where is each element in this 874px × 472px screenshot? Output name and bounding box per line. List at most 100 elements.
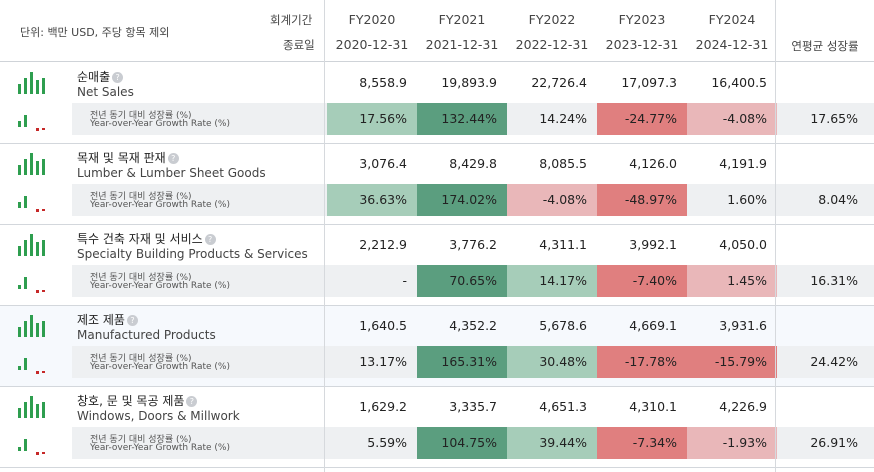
- row-divider: [0, 143, 874, 144]
- bar-chart-icon[interactable]: [18, 315, 50, 337]
- growth-label-kr: 전년 동기 대비 성장률 (%): [90, 354, 192, 364]
- value-cell: 22,726.4: [531, 75, 587, 90]
- segment-name-en: Specialty Building Products & Services: [77, 247, 308, 261]
- growth-chart-icon[interactable]: [18, 194, 50, 212]
- fiscal-period-label: 회계기간: [270, 13, 313, 27]
- row-divider: [0, 386, 874, 387]
- value-cell: 8,558.9: [359, 75, 407, 90]
- value-cell: 19,893.9: [441, 75, 497, 90]
- segment-name-kr-text: 창호, 문 및 목공 제품: [77, 394, 185, 408]
- segment-name-en: Lumber & Lumber Sheet Goods: [77, 166, 266, 180]
- growth-cell: -17.78%: [597, 346, 687, 378]
- value-cell: 5,678.6: [539, 318, 587, 333]
- growth-cell: 14.17%: [507, 265, 597, 297]
- growth-cell: 1.60%: [727, 192, 767, 207]
- value-cell: 4,126.0: [629, 156, 677, 171]
- help-icon[interactable]: ?: [167, 153, 179, 164]
- segment-name-kr-text: 목재 및 목재 판재: [77, 151, 166, 165]
- segment-section-net-sales: 순매출? Net Sales 8,558.9 19,893.9 22,726.4 17,0…: [0, 63, 874, 144]
- growth-cell: -7.40%: [597, 265, 687, 297]
- bar-chart-icon[interactable]: [18, 396, 50, 418]
- end-date-label: 종료일: [283, 38, 315, 52]
- value-cell: 2,212.9: [359, 237, 407, 252]
- row-divider: [0, 224, 874, 225]
- growth-cell: 70.65%: [417, 265, 507, 297]
- segment-section-lumber-lumber-sheet-goods: 목재 및 목재 판재? Lumber & Lumber Sheet Goods 3,…: [0, 144, 874, 225]
- year-header: FY2020: [348, 12, 396, 27]
- growth-chart-icon[interactable]: [18, 275, 50, 293]
- growth-label-en: Year-over-Year Growth Rate (%): [90, 200, 230, 210]
- end-date-header: 2021-12-31: [425, 37, 499, 52]
- growth-cell: -7.34%: [597, 427, 687, 459]
- growth-cell: 132.44%: [417, 103, 507, 135]
- segment-name-kr-text: 제조 제품: [77, 313, 125, 327]
- cagr-value: 24.42%: [810, 354, 858, 369]
- help-icon[interactable]: ?: [112, 72, 124, 83]
- growth-cell: 13.17%: [359, 354, 407, 369]
- growth-cell: 5.59%: [367, 435, 407, 450]
- growth-label-kr: 전년 동기 대비 성장률 (%): [90, 111, 192, 121]
- growth-cell: -15.79%: [687, 346, 777, 378]
- value-cell: 8,085.5: [539, 156, 587, 171]
- growth-cell: -4.08%: [687, 103, 777, 135]
- help-icon[interactable]: ?: [204, 234, 216, 245]
- segment-name-kr: 창호, 문 및 목공 제품?: [77, 392, 198, 409]
- growth-label-en: Year-over-Year Growth Rate (%): [90, 443, 230, 453]
- growth-cell: 39.44%: [507, 427, 597, 459]
- growth-label-kr: 전년 동기 대비 성장률 (%): [90, 273, 192, 283]
- value-cell: 4,310.1: [629, 399, 677, 414]
- unit-label: 단위: 백만 USD, 주당 항목 제외: [20, 26, 170, 39]
- growth-cell: 174.02%: [417, 184, 507, 216]
- value-cell: 4,050.0: [719, 237, 767, 252]
- growth-cell: 1.45%: [687, 265, 777, 297]
- value-cell: 3,335.7: [449, 399, 497, 414]
- growth-cell: 104.75%: [417, 427, 507, 459]
- growth-cell: 17.56%: [327, 103, 417, 135]
- segment-name-kr-text: 순매출: [77, 70, 111, 84]
- growth-label-en: Year-over-Year Growth Rate (%): [90, 362, 230, 372]
- value-cell: 4,651.3: [539, 399, 587, 414]
- growth-cell: 36.63%: [327, 184, 417, 216]
- growth-cell: 14.24%: [539, 111, 587, 126]
- value-cell: 4,191.9: [719, 156, 767, 171]
- growth-chart-icon[interactable]: [18, 437, 50, 455]
- cagr-value: 16.31%: [810, 273, 858, 288]
- bar-chart-icon[interactable]: [18, 72, 50, 94]
- value-cell: 1,629.2: [359, 399, 407, 414]
- segment-name-kr-text: 특수 건축 자재 및 서비스: [77, 232, 203, 246]
- cagr-value: 8.04%: [818, 192, 858, 207]
- end-date-header: 2023-12-31: [605, 37, 679, 52]
- help-icon[interactable]: ?: [186, 396, 198, 407]
- row-divider: [0, 467, 874, 468]
- growth-label-kr: 전년 동기 대비 성장률 (%): [90, 435, 192, 445]
- bar-chart-icon[interactable]: [18, 153, 50, 175]
- segment-name-kr: 제조 제품?: [77, 311, 138, 328]
- growth-label-en: Year-over-Year Growth Rate (%): [90, 281, 230, 291]
- value-cell: 4,669.1: [629, 318, 677, 333]
- segment-name-en: Net Sales: [77, 85, 134, 99]
- segment-section-manufactured-products: 제조 제품? Manufactured Products 1,640.5 4,352.…: [0, 306, 874, 387]
- end-date-header: 2024-12-31: [695, 37, 769, 52]
- growth-cell: -48.97%: [597, 184, 687, 216]
- growth-cell: -4.08%: [507, 184, 597, 216]
- value-cell: 3,076.4: [359, 156, 407, 171]
- growth-chart-icon[interactable]: [18, 356, 50, 374]
- cagr-value: 17.65%: [810, 111, 858, 126]
- segment-name-en: Windows, Doors & Millwork: [77, 409, 240, 423]
- help-icon[interactable]: ?: [126, 315, 138, 326]
- growth-cell: -: [402, 273, 407, 288]
- bar-chart-icon[interactable]: [18, 234, 50, 256]
- growth-cell: 165.31%: [417, 346, 507, 378]
- growth-cell: 30.48%: [507, 346, 597, 378]
- growth-chart-icon[interactable]: [18, 113, 50, 131]
- column-divider: [324, 0, 325, 472]
- value-cell: 4,226.9: [719, 399, 767, 414]
- value-cell: 1,640.5: [359, 318, 407, 333]
- year-header: FY2024: [708, 12, 756, 27]
- growth-cell: -24.77%: [597, 103, 687, 135]
- row-divider: [0, 305, 874, 306]
- cagr-value: 26.91%: [810, 435, 858, 450]
- value-cell: 8,429.8: [449, 156, 497, 171]
- year-header: FY2022: [528, 12, 576, 27]
- segment-section-windows-doors-millwork: 창호, 문 및 목공 제품? Windows, Doors & Millwork 1…: [0, 387, 874, 468]
